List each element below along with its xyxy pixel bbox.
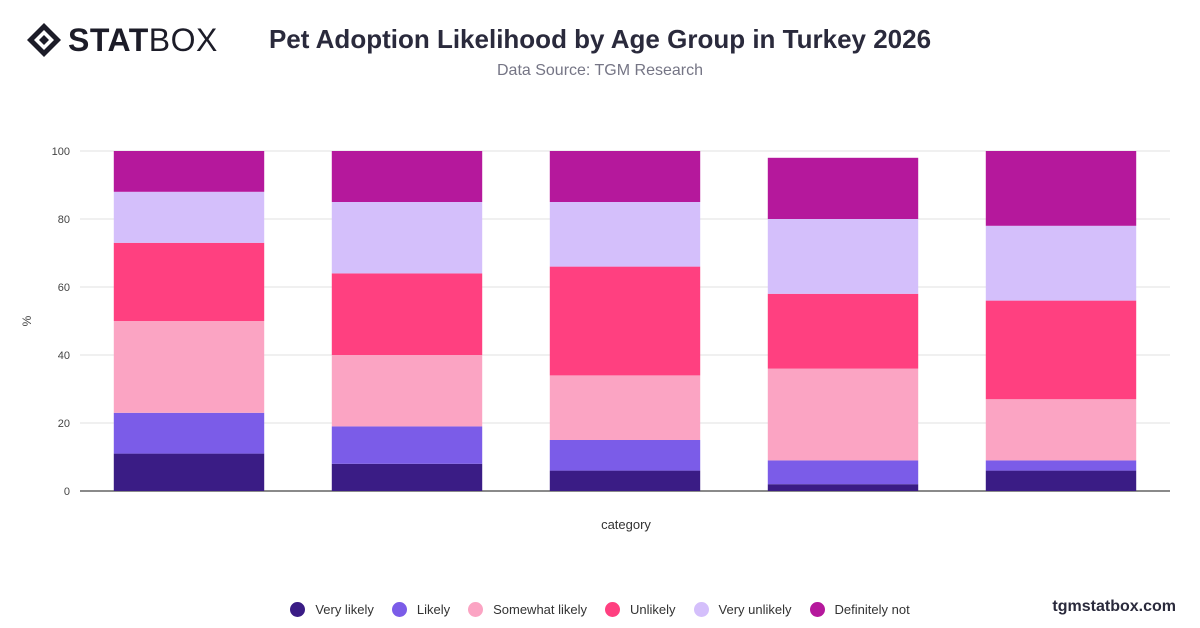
legend-label: Very likely xyxy=(315,602,374,617)
bar-segment xyxy=(331,151,483,202)
y-tick-label: 20 xyxy=(58,418,70,430)
y-tick-label: 80 xyxy=(58,214,70,226)
bar-segment xyxy=(331,355,483,427)
y-tick-labels: 0 20 40 60 80 100 xyxy=(52,146,70,498)
bar-segment xyxy=(113,412,265,454)
y-tick-label: 40 xyxy=(58,350,70,362)
legend-label: Definitely not xyxy=(834,602,910,617)
legend-item[interactable]: Likely xyxy=(391,602,451,617)
bar-segment xyxy=(549,470,701,491)
bar-segment xyxy=(113,242,265,321)
bar-segment xyxy=(549,266,701,376)
bar-segment xyxy=(767,219,919,294)
legend-swatch xyxy=(391,602,407,617)
legend-label: Somewhat likely xyxy=(493,602,588,617)
logo-bold-text: STAT xyxy=(68,22,149,58)
statbox-logo: STATBOX xyxy=(26,22,218,58)
bar-segment xyxy=(767,368,919,461)
legend-label: Very unlikely xyxy=(718,602,792,617)
bar-segment xyxy=(113,321,265,413)
bar-segment xyxy=(331,273,483,355)
bar-segment xyxy=(767,460,919,485)
legend-swatch xyxy=(605,602,621,617)
bar-segment xyxy=(331,202,483,274)
legend-label: Likely xyxy=(416,602,451,617)
y-tick-label: 60 xyxy=(58,282,70,294)
bar-segment xyxy=(985,460,1137,471)
y-tick-label: 0 xyxy=(64,486,70,498)
bar-segment xyxy=(985,470,1137,491)
legend-item[interactable]: Definitely not xyxy=(809,602,910,617)
x-axis-label: category xyxy=(601,517,651,532)
bar-segment xyxy=(985,399,1137,461)
bar-segment xyxy=(767,293,919,369)
bar-segment xyxy=(549,151,701,202)
bar-segment xyxy=(549,202,701,267)
bar-segment xyxy=(985,300,1137,400)
bar-segment xyxy=(331,463,483,491)
bar-segment xyxy=(113,453,265,491)
bar-segment xyxy=(549,375,701,440)
chart-legend: Very likely Likely Somewhat likely Unlikely… xyxy=(0,602,1200,617)
bar-segment xyxy=(767,484,919,491)
legend-item[interactable]: Unlikely xyxy=(605,602,676,617)
watermark: tgmstatbox.com xyxy=(1052,598,1176,615)
chart-subtitle: Data Source: TGM Research xyxy=(496,62,703,79)
legend-swatch xyxy=(468,602,484,617)
legend-item[interactable]: Very likely xyxy=(290,602,374,617)
logo-wordmark: STATBOX xyxy=(68,24,218,56)
y-tick-label: 100 xyxy=(52,146,70,158)
bar-segment xyxy=(985,225,1137,301)
bar-segment xyxy=(113,191,265,243)
y-axis-label: % xyxy=(20,315,34,326)
bar-segment xyxy=(331,426,483,464)
chart-title: Pet Adoption Likelihood by Age Group in … xyxy=(268,24,932,54)
logo-light-text: BOX xyxy=(148,22,218,58)
legend-label: Unlikely xyxy=(630,602,676,617)
legend-swatch xyxy=(693,602,709,617)
bar-segment xyxy=(985,151,1137,226)
bar-segment xyxy=(549,440,701,471)
diamond-logo-icon xyxy=(27,23,61,57)
legend-swatch xyxy=(809,602,825,617)
legend-swatch xyxy=(290,602,306,617)
bar-segment xyxy=(767,157,919,219)
legend-item[interactable]: Very unlikely xyxy=(693,602,792,617)
bar-segment xyxy=(113,151,265,192)
legend-item[interactable]: Somewhat likely xyxy=(468,602,587,617)
bar-segments xyxy=(113,151,1137,491)
